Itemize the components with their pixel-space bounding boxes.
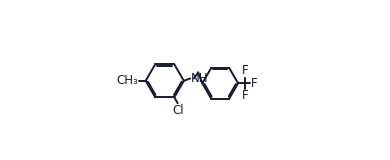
Text: F: F: [241, 64, 248, 77]
Text: Cl: Cl: [172, 104, 184, 117]
Text: NH: NH: [191, 72, 208, 85]
Text: CH₃: CH₃: [117, 74, 138, 87]
Text: F: F: [251, 77, 257, 90]
Text: F: F: [241, 89, 248, 102]
